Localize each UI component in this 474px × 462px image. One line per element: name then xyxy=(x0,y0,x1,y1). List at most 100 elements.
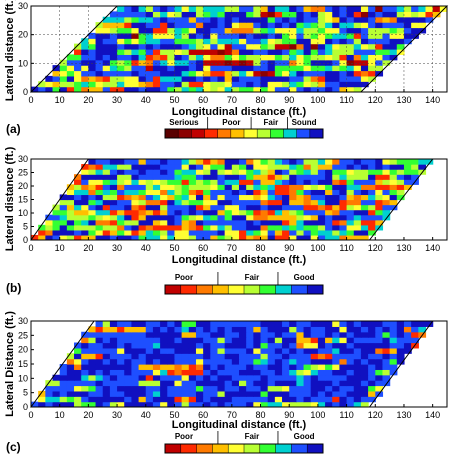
colorbar-swatch xyxy=(309,129,324,138)
heatmap-cell xyxy=(88,159,97,165)
heatmap-cell xyxy=(317,86,326,92)
heatmap-cell xyxy=(181,194,190,201)
heatmap-cell xyxy=(102,219,111,226)
heatmap-cell xyxy=(296,16,305,23)
heatmap-cell xyxy=(138,75,147,82)
x-tick-label: 70 xyxy=(227,95,237,105)
heatmap-cell xyxy=(160,27,168,34)
heatmap-cell xyxy=(109,70,118,77)
heatmap-cell xyxy=(317,390,326,397)
heatmap-cell xyxy=(339,353,348,360)
heatmap-cell xyxy=(274,209,283,216)
heatmap-cell xyxy=(403,22,412,29)
heatmap-cell xyxy=(332,347,341,354)
heatmap-cell xyxy=(145,204,154,211)
heatmap-cell xyxy=(296,401,305,407)
panel-c-x-ticks: 0 10 20 30 40 50 60 70 80 90 100 110 120 130 140 xyxy=(28,404,440,420)
heatmap-cell xyxy=(131,347,140,354)
heatmap-cell xyxy=(231,234,240,240)
heatmap-cell xyxy=(203,342,211,349)
heatmap-cell xyxy=(74,174,82,180)
heatmap-cell xyxy=(375,27,384,34)
heatmap-cell xyxy=(317,214,326,221)
heatmap-cell xyxy=(210,326,219,333)
heatmap-cell xyxy=(95,396,104,403)
heatmap-cell xyxy=(253,234,262,240)
heatmap-cell xyxy=(296,347,305,354)
heatmap-cell xyxy=(246,234,254,240)
heatmap-cell xyxy=(188,65,197,72)
heatmap-cell xyxy=(375,38,384,45)
heatmap-cell xyxy=(188,353,197,360)
heatmap-cell xyxy=(282,49,290,55)
heatmap-cell xyxy=(253,364,262,370)
heatmap-cell xyxy=(274,174,283,180)
heatmap-cell xyxy=(145,358,154,365)
heatmap-cell xyxy=(74,70,82,77)
heatmap-cell xyxy=(353,229,362,236)
heatmap-cell xyxy=(282,32,290,39)
heatmap-cell xyxy=(117,401,125,407)
heatmap-cell xyxy=(239,229,247,236)
heatmap-cell xyxy=(396,164,405,170)
heatmap-cell xyxy=(246,219,254,226)
heatmap-cell xyxy=(109,199,118,206)
heatmap-cell xyxy=(239,337,247,344)
heatmap-cell xyxy=(224,347,233,354)
heatmap-cell xyxy=(124,358,133,365)
heatmap-cell xyxy=(195,65,204,72)
heatmap-cell xyxy=(253,390,262,397)
x-tick-label: 130 xyxy=(396,410,411,420)
heatmap-cell xyxy=(95,27,104,34)
heatmap-cell xyxy=(174,43,183,50)
heatmap-cell xyxy=(382,214,391,221)
heatmap-cell xyxy=(353,27,362,34)
heatmap-cell xyxy=(145,331,154,338)
heatmap-cell xyxy=(339,364,348,370)
heatmap-cell xyxy=(109,11,118,18)
heatmap-cell xyxy=(81,184,89,190)
heatmap-cell xyxy=(109,65,118,72)
heatmap-cell xyxy=(81,401,89,407)
heatmap-cell xyxy=(152,32,161,39)
heatmap-cell xyxy=(52,81,61,88)
heatmap-cell xyxy=(317,49,326,55)
heatmap-cell xyxy=(74,390,82,397)
heatmap-cell xyxy=(224,159,233,165)
heatmap-cell xyxy=(389,358,398,365)
heatmap-cell xyxy=(303,81,312,88)
heatmap-cell xyxy=(339,342,348,349)
heatmap-cell xyxy=(310,59,319,66)
heatmap-cell xyxy=(260,229,269,236)
heatmap-cell xyxy=(160,204,168,211)
heatmap-cell xyxy=(145,11,154,18)
colorbar-swatch xyxy=(259,285,276,294)
heatmap-cell xyxy=(332,234,341,240)
heatmap-cell xyxy=(253,189,262,196)
heatmap-cell xyxy=(195,38,204,45)
heatmap-cell xyxy=(224,70,233,77)
heatmap-cell xyxy=(325,194,333,201)
heatmap-cell xyxy=(109,224,118,231)
heatmap-cell xyxy=(317,70,326,77)
heatmap-cell xyxy=(231,54,240,61)
heatmap-cell xyxy=(246,199,254,206)
heatmap-cell xyxy=(195,86,204,92)
heatmap-cell xyxy=(303,321,312,327)
heatmap-cell xyxy=(396,16,405,23)
heatmap-cell xyxy=(403,331,412,338)
heatmap-cell xyxy=(339,174,348,180)
heatmap-cell xyxy=(138,27,147,34)
heatmap-cell xyxy=(167,369,176,376)
heatmap-cell xyxy=(246,380,254,387)
heatmap-cell xyxy=(339,209,348,216)
heatmap-cell xyxy=(310,224,319,231)
heatmap-cell xyxy=(224,81,233,88)
heatmap-cell xyxy=(317,54,326,61)
heatmap-cell xyxy=(88,337,97,344)
heatmap-cell xyxy=(203,396,211,403)
heatmap-cell xyxy=(95,219,104,226)
heatmap-cell xyxy=(325,54,333,61)
heatmap-cell xyxy=(375,65,384,72)
heatmap-cell xyxy=(382,6,391,12)
